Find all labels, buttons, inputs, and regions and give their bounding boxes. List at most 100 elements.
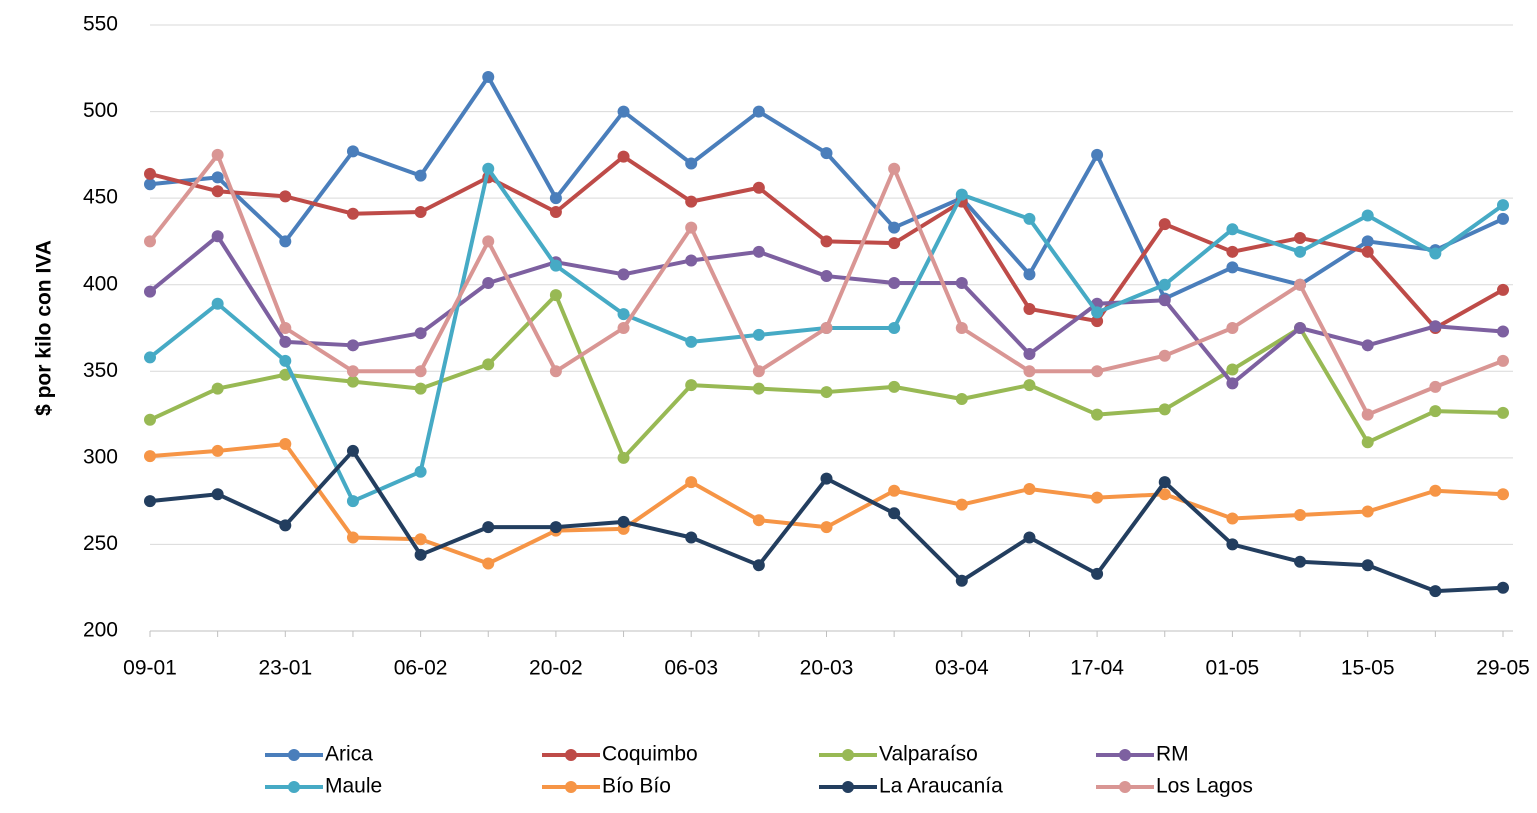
point bbox=[955, 574, 968, 587]
point bbox=[752, 365, 765, 378]
point bbox=[1361, 339, 1374, 352]
point bbox=[685, 379, 698, 392]
y-tick-label: 400 bbox=[83, 272, 118, 295]
point bbox=[1158, 403, 1171, 416]
point bbox=[279, 354, 292, 367]
legend-marker bbox=[565, 781, 577, 793]
legend-marker bbox=[842, 749, 854, 761]
point bbox=[1023, 268, 1036, 281]
point bbox=[482, 162, 495, 175]
point bbox=[414, 548, 427, 561]
point bbox=[820, 386, 833, 399]
point bbox=[820, 235, 833, 248]
legend-marker bbox=[1119, 749, 1131, 761]
point bbox=[549, 192, 562, 205]
point bbox=[211, 171, 224, 184]
legend-marker bbox=[288, 781, 300, 793]
point bbox=[685, 221, 698, 234]
point bbox=[955, 276, 968, 289]
y-tick-label: 300 bbox=[83, 445, 118, 468]
point bbox=[414, 169, 427, 182]
point bbox=[1497, 581, 1509, 594]
point bbox=[211, 185, 224, 198]
point bbox=[955, 188, 968, 201]
point bbox=[617, 322, 630, 334]
point bbox=[482, 521, 495, 534]
point bbox=[211, 488, 224, 501]
point bbox=[888, 322, 901, 334]
point bbox=[1497, 212, 1509, 225]
point bbox=[346, 444, 359, 457]
legend-label: Valparaíso bbox=[879, 743, 978, 766]
point bbox=[617, 308, 630, 321]
point bbox=[955, 392, 968, 405]
point bbox=[820, 521, 833, 534]
point bbox=[414, 327, 427, 340]
point bbox=[752, 382, 765, 395]
point bbox=[414, 205, 427, 218]
point bbox=[279, 335, 292, 348]
x-tick-label: 29-05 bbox=[1476, 657, 1530, 680]
point bbox=[1294, 322, 1307, 334]
point bbox=[1023, 302, 1036, 315]
legend-label: RM bbox=[1156, 743, 1189, 766]
point bbox=[1158, 476, 1171, 489]
point bbox=[1023, 531, 1036, 544]
point bbox=[1497, 354, 1509, 367]
point bbox=[1361, 505, 1374, 518]
point bbox=[482, 235, 495, 248]
point bbox=[685, 476, 698, 489]
point bbox=[279, 322, 292, 334]
legend-label: Maule bbox=[325, 775, 382, 798]
point bbox=[752, 181, 765, 194]
point bbox=[279, 519, 292, 532]
point bbox=[1023, 365, 1036, 378]
point bbox=[1091, 408, 1104, 421]
point bbox=[144, 413, 156, 426]
point bbox=[1023, 212, 1036, 225]
point bbox=[279, 438, 292, 451]
point bbox=[685, 254, 698, 267]
point bbox=[888, 162, 901, 175]
point bbox=[1091, 365, 1104, 378]
point bbox=[752, 105, 765, 118]
y-axis-label: $ por kilo con IVA bbox=[33, 240, 56, 416]
point bbox=[1361, 559, 1374, 572]
point bbox=[752, 328, 765, 341]
point bbox=[1429, 585, 1442, 598]
point bbox=[888, 221, 901, 234]
point bbox=[1429, 484, 1442, 497]
point bbox=[482, 358, 495, 371]
point bbox=[144, 495, 156, 508]
x-tick-label: 06-02 bbox=[394, 657, 448, 680]
point bbox=[549, 521, 562, 534]
point bbox=[549, 259, 562, 272]
point bbox=[482, 276, 495, 289]
point bbox=[346, 365, 359, 378]
point bbox=[482, 557, 495, 570]
legend-label: Coquimbo bbox=[602, 743, 698, 766]
point bbox=[144, 235, 156, 248]
point bbox=[685, 157, 698, 170]
legend-label: Arica bbox=[325, 743, 373, 766]
point bbox=[1091, 148, 1104, 161]
point bbox=[1158, 349, 1171, 362]
x-tick-label: 01-05 bbox=[1206, 657, 1260, 680]
point bbox=[1294, 245, 1307, 258]
point bbox=[346, 531, 359, 544]
point bbox=[144, 450, 156, 463]
point bbox=[414, 382, 427, 395]
series-line bbox=[149, 74, 1504, 301]
point bbox=[888, 237, 901, 250]
point bbox=[1226, 538, 1239, 551]
point bbox=[1226, 377, 1239, 390]
point bbox=[414, 465, 427, 478]
legend-marker bbox=[288, 749, 300, 761]
point bbox=[1294, 231, 1307, 244]
point bbox=[1226, 512, 1239, 525]
point bbox=[144, 351, 156, 364]
point bbox=[211, 230, 224, 243]
point bbox=[1226, 261, 1239, 274]
point bbox=[888, 484, 901, 497]
point bbox=[752, 514, 765, 527]
